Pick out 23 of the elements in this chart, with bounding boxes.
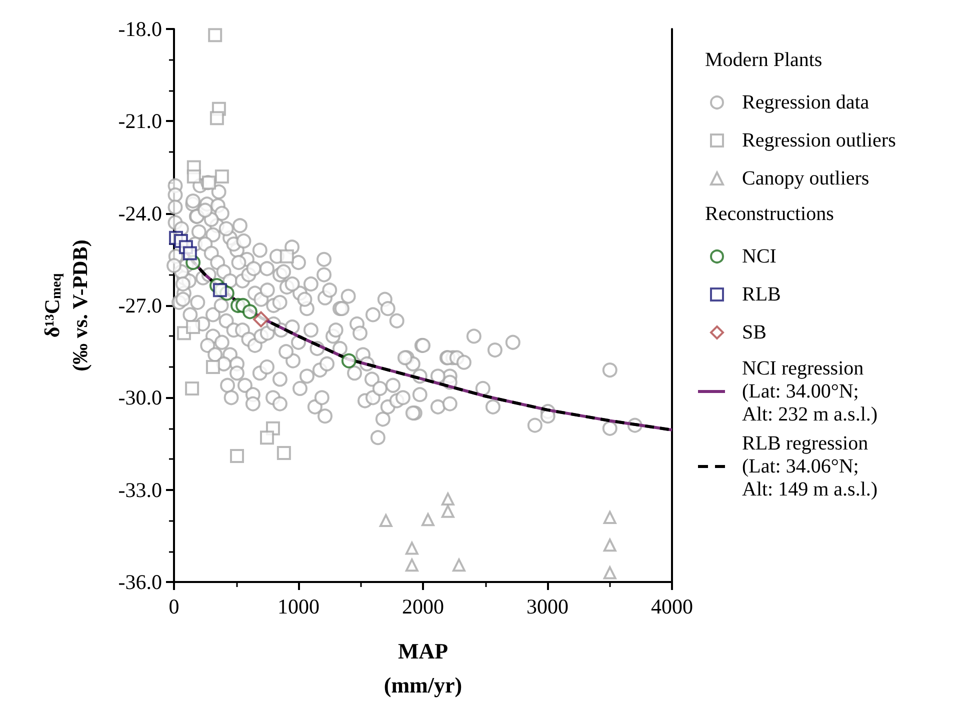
x-tick-label: 4000: [651, 594, 693, 618]
x-tick-label: 2000: [402, 594, 444, 618]
legend-label: RLB: [742, 284, 781, 306]
y-tick-label: -27.0: [118, 294, 162, 318]
x-tick-label: 1000: [278, 594, 320, 618]
y-tick-label: -36.0: [118, 570, 162, 594]
legend-title: Modern Plants: [705, 49, 822, 71]
y-tick-label: -24.0: [118, 201, 162, 226]
legend-label: Regression data: [742, 92, 870, 114]
x-axis-title: MAP (mm/yr): [384, 638, 462, 698]
x-tick-label: 0: [168, 594, 180, 618]
legend-label: RLB regression (Lat: 34.06°N; Alt: 149 m a.s.l.): [742, 432, 878, 500]
y-tick-label: -18.0: [118, 17, 162, 41]
x-tick-label: 3000: [526, 594, 568, 618]
text: Reconstructions: [705, 203, 834, 225]
legend-label: Canopy outliers: [742, 168, 870, 190]
y-tick-label: -21.0: [118, 109, 162, 134]
legend-label: NCI regression (Lat: 34.00°N; Alt: 232 m a.s.l.): [742, 358, 878, 426]
legend-label: NCI: [742, 246, 776, 268]
y-tick-label: -33.0: [118, 478, 162, 502]
y-tick-label: -30.0: [118, 386, 162, 410]
legend-label: SB: [742, 322, 766, 344]
legend-label: Regression outliers: [742, 130, 896, 152]
